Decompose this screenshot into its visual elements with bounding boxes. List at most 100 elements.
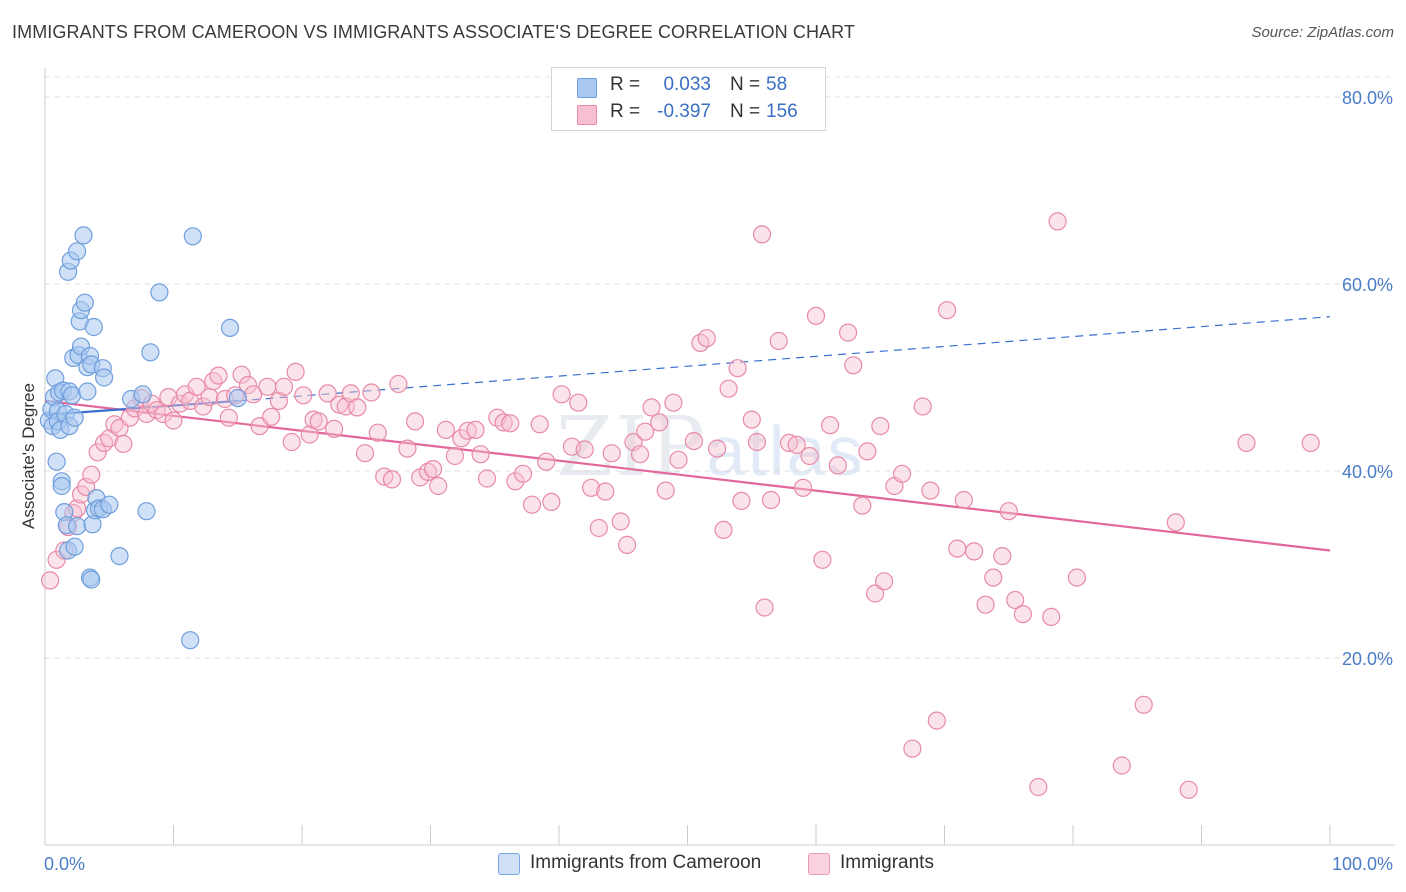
cameroon-point — [82, 570, 101, 589]
immigrants-point — [611, 512, 630, 531]
legend-row-cameroon: R = 0.033 N = 58 — [552, 74, 825, 100]
cameroon-point — [52, 476, 71, 496]
immigrants-point — [282, 432, 301, 452]
cameroon-point — [150, 283, 169, 302]
immigrants-point — [602, 444, 621, 463]
immigrants-point — [530, 415, 549, 434]
cameroon-point — [220, 318, 240, 337]
immigrants-point — [471, 445, 490, 464]
immigrants-point — [697, 329, 716, 348]
y-axis-label: Associate's Degree — [19, 383, 38, 529]
immigrants-point — [732, 491, 751, 510]
cameroon-point — [67, 517, 87, 536]
immigrants-point — [858, 442, 877, 461]
x-tick-label: 100.0% — [1332, 854, 1393, 874]
immigrants-point — [445, 446, 464, 466]
immigrants-point — [286, 362, 305, 381]
immigrants-point — [262, 407, 281, 426]
immigrants-point — [865, 584, 885, 603]
immigrants-point — [650, 413, 669, 432]
immigrants-point — [348, 398, 367, 417]
y-tick-label: 60.0% — [1342, 275, 1393, 295]
immigrants-point — [1112, 756, 1131, 775]
immigrants-point — [927, 711, 946, 730]
cameroon-point — [65, 537, 84, 556]
legend-r-value: -0.397 — [657, 101, 711, 122]
immigrants-point — [630, 445, 650, 464]
immigrants-point — [494, 413, 513, 432]
immigrants-point — [984, 568, 1003, 587]
immigrants-point — [1029, 777, 1048, 797]
immigrants-point — [477, 469, 497, 488]
immigrants-point — [194, 397, 213, 416]
immigrants-point — [170, 394, 189, 413]
immigrants-point — [728, 359, 747, 378]
legend-r-value: 0.033 — [663, 74, 711, 95]
immigrants-point — [466, 420, 485, 439]
immigrants-point — [954, 490, 973, 510]
immigrants-point — [838, 323, 858, 342]
axes — [44, 68, 1395, 846]
immigrants-point — [828, 456, 847, 475]
legend-n-label: N = — [730, 74, 761, 95]
immigrants-point — [1042, 607, 1061, 627]
immigrants-point — [318, 384, 337, 403]
immigrants-point — [1067, 568, 1087, 587]
legend-n-value: 156 — [766, 101, 798, 122]
immigrants-point — [656, 481, 675, 500]
immigrants-point — [1179, 780, 1198, 799]
immigrants-point — [40, 571, 60, 590]
data-points — [39, 212, 1320, 799]
legend-label-cameroon: Immigrants from Cameroon — [530, 852, 762, 873]
immigrants-point — [513, 464, 533, 483]
immigrants-point — [389, 374, 408, 394]
immigrants-point — [1013, 604, 1033, 624]
cameroon-point — [181, 631, 200, 650]
immigrants-point — [368, 423, 387, 442]
immigrants-point — [871, 417, 890, 436]
immigrants-point — [813, 550, 832, 569]
y-tick-label: 80.0% — [1342, 88, 1393, 108]
cameroon-point — [141, 343, 160, 362]
immigrants-point — [793, 478, 813, 497]
source-label: Source: ZipAtlas.com — [1251, 24, 1394, 41]
immigrants-trend-line — [44, 399, 1331, 552]
immigrants-point — [164, 411, 183, 430]
cameroon-point — [94, 368, 114, 387]
immigrants-point — [903, 739, 922, 758]
immigrants-point — [596, 482, 615, 501]
correlation-legend: R = 0.033 N = 58 R = -0.397 N = 156 — [551, 67, 826, 131]
immigrants-point — [684, 432, 704, 451]
immigrants-point — [209, 366, 228, 385]
legend-row-immigrants: R = -0.397 N = 156 — [552, 101, 825, 127]
immigrants-point — [424, 460, 443, 479]
immigrants-point — [325, 419, 344, 438]
immigrants-point — [1237, 433, 1256, 452]
immigrants-point — [999, 502, 1018, 521]
y-tick-label: 20.0% — [1342, 649, 1393, 669]
immigrants-point — [719, 379, 738, 398]
immigrants-point — [853, 496, 872, 515]
immigrants-point — [874, 572, 894, 591]
immigrants-point — [642, 398, 661, 417]
immigrants-point — [1006, 590, 1025, 610]
immigrants-point — [569, 393, 588, 412]
cameroon-point — [183, 227, 202, 246]
immigrants-point — [589, 518, 608, 538]
immigrants-point — [232, 365, 251, 384]
cameroon-point — [75, 293, 94, 312]
immigrants-point — [330, 395, 349, 414]
immigrants-point — [761, 490, 781, 510]
immigrants-point — [1301, 433, 1320, 452]
immigrants-point — [200, 388, 219, 407]
immigrants-point — [458, 421, 477, 440]
immigrants-point — [300, 425, 319, 444]
immigrants-point — [429, 476, 448, 496]
immigrants-point — [948, 539, 967, 558]
immigrants-point — [452, 429, 471, 448]
immigrants-point — [274, 377, 294, 396]
immigrants-point — [501, 414, 520, 433]
immigrants-point — [581, 478, 601, 497]
immigrants-point — [552, 385, 571, 404]
immigrants-point — [755, 598, 774, 617]
